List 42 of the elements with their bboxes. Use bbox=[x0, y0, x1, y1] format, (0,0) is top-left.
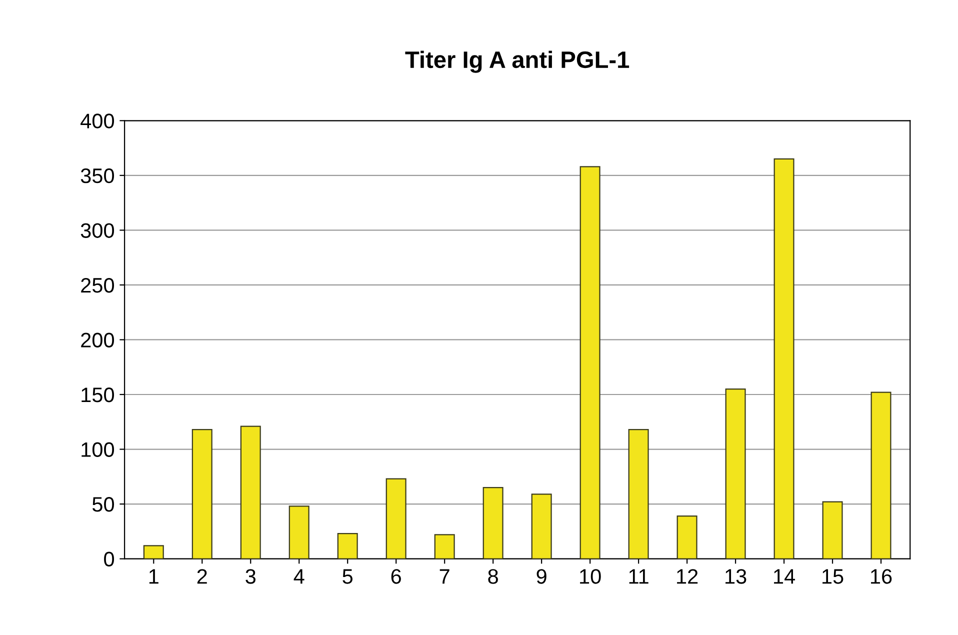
x-tick-label: 9 bbox=[536, 569, 546, 584]
bar bbox=[725, 388, 746, 559]
bar bbox=[240, 426, 261, 559]
x-tick-label: 14 bbox=[774, 569, 795, 584]
x-tick-label: 2 bbox=[197, 569, 207, 584]
y-tick-label: 100 bbox=[82, 442, 114, 458]
y-tick-label: 0 bbox=[104, 552, 114, 567]
y-tick-label: 350 bbox=[80, 168, 114, 184]
x-tick-label: 4 bbox=[294, 569, 304, 584]
x-tick-label: 11 bbox=[629, 569, 648, 584]
x-tick-label: 13 bbox=[726, 569, 746, 584]
x-tick-label: 15 bbox=[822, 569, 844, 584]
bar bbox=[386, 478, 406, 559]
y-tick-label: 50 bbox=[92, 497, 114, 512]
x-tick-label: 16 bbox=[871, 569, 892, 584]
x-tick-label: 5 bbox=[342, 569, 353, 584]
bar bbox=[143, 545, 164, 559]
bar bbox=[288, 506, 310, 559]
y-tick-label: 150 bbox=[82, 387, 114, 402]
y-tick-label: 250 bbox=[81, 278, 114, 293]
bar bbox=[774, 158, 794, 559]
bar bbox=[628, 428, 649, 559]
bar bbox=[337, 533, 358, 559]
x-tick-label: 12 bbox=[677, 569, 698, 584]
bar bbox=[580, 166, 600, 559]
bar bbox=[192, 428, 212, 559]
x-tick-label: 6 bbox=[391, 569, 401, 584]
bar bbox=[822, 501, 843, 559]
bar bbox=[870, 392, 892, 559]
y-tick-label: 200 bbox=[81, 332, 114, 348]
y-tick-label: 300 bbox=[80, 223, 114, 238]
x-tick-label: 8 bbox=[488, 569, 498, 584]
bar bbox=[531, 494, 552, 559]
x-tick-label: 7 bbox=[440, 569, 450, 584]
chart-title: Titer Ig A anti PGL-1 bbox=[405, 50, 630, 73]
x-tick-label: 3 bbox=[246, 569, 256, 584]
x-tick-label: 1 bbox=[149, 569, 158, 584]
bar bbox=[676, 516, 698, 559]
x-tick-label: 10 bbox=[580, 569, 601, 584]
bar bbox=[482, 487, 504, 559]
bar bbox=[434, 534, 455, 559]
y-tick-label: 400 bbox=[80, 114, 114, 128]
